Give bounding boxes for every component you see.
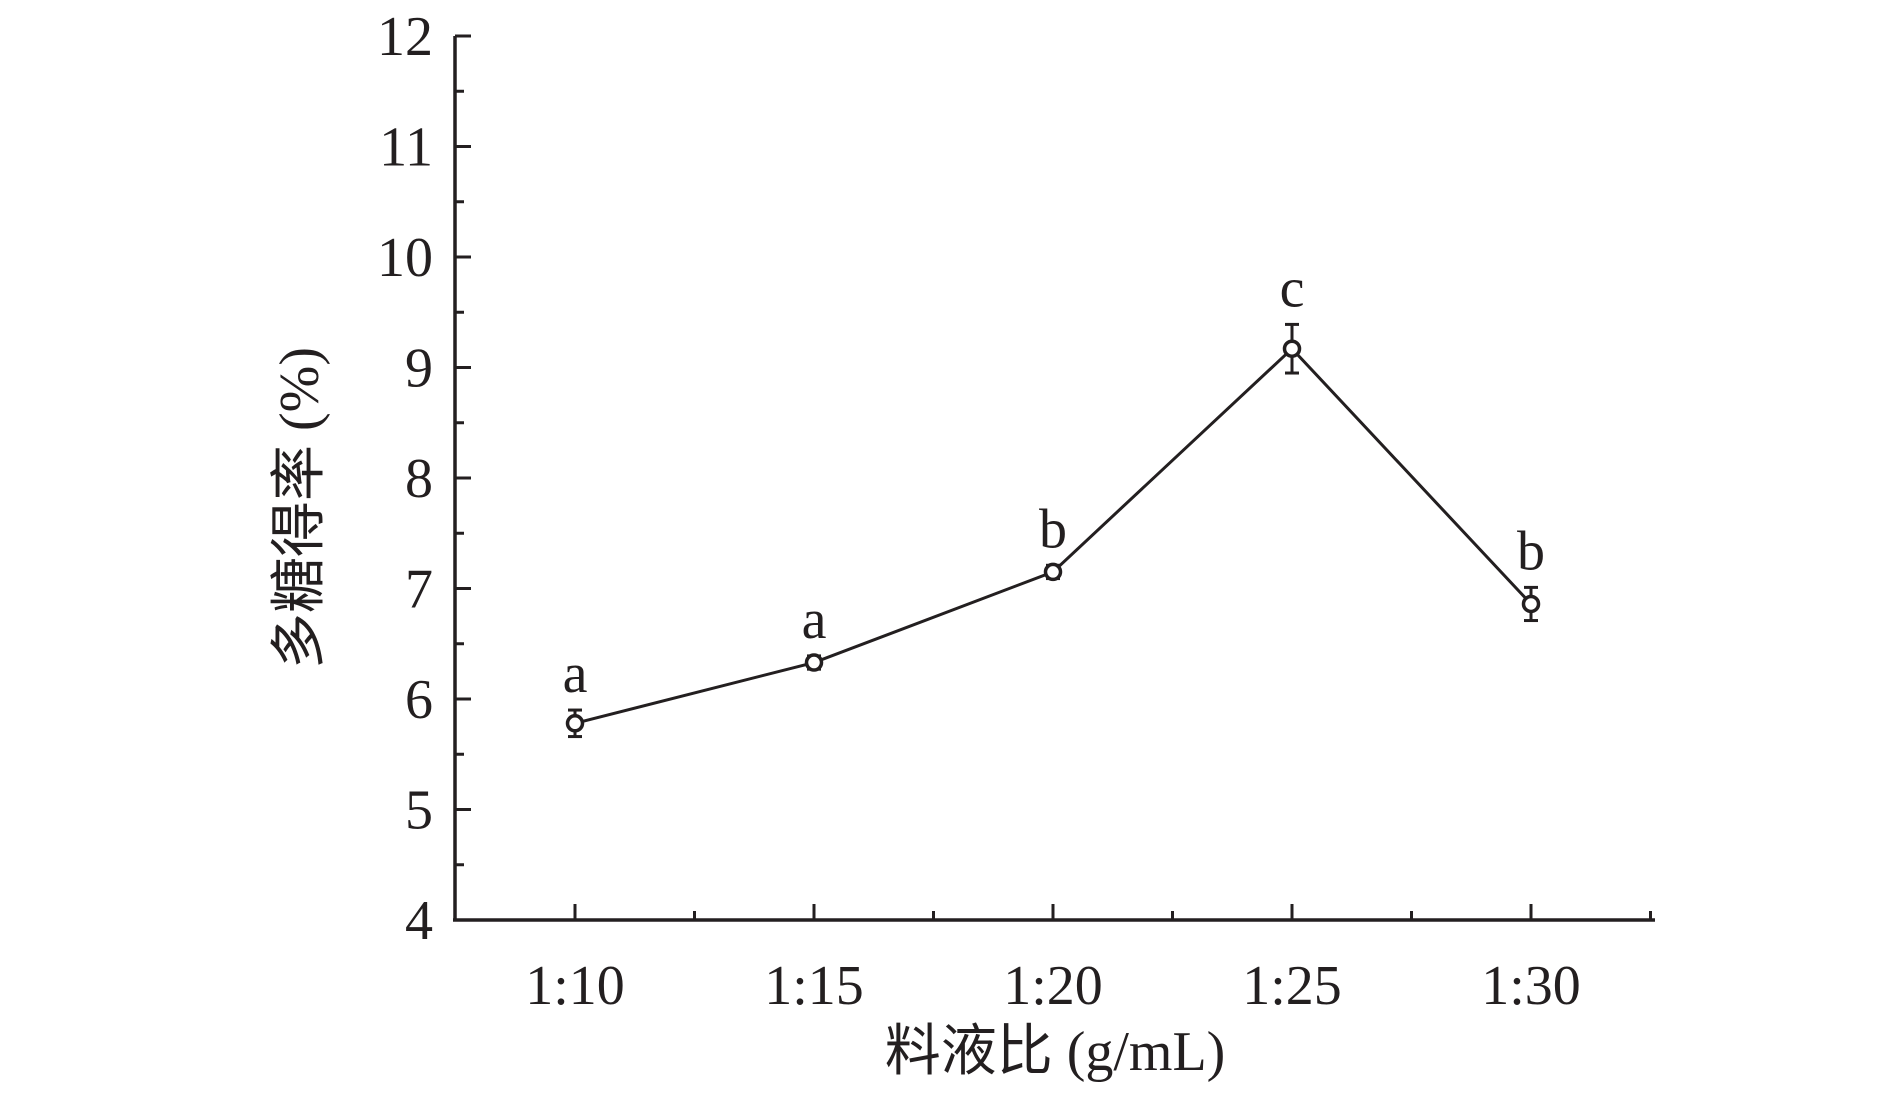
data-point: [1282, 339, 1302, 358]
axes: [453, 36, 1655, 922]
y-tick-label: 4: [405, 890, 433, 952]
significance-label: c: [1280, 257, 1305, 319]
x-tick-label: 1:10: [525, 955, 625, 1017]
x-tick-label: 1:25: [1242, 955, 1342, 1017]
y-axis-ticks: 4 5 6 7 8 9 10 11 12: [377, 6, 471, 952]
data-point: [804, 653, 824, 672]
x-axis-ticks: 1:10 1:15 1:20 1:25 1:30: [525, 904, 1652, 1017]
significance-label: a: [563, 643, 588, 705]
y-tick-label: 5: [405, 780, 433, 842]
y-tick-label: 11: [379, 117, 433, 179]
data-series: a a b c b: [563, 257, 1545, 739]
x-tick-label: 1:20: [1003, 955, 1103, 1017]
y-tick-label: 12: [377, 6, 433, 68]
significance-label: b: [1517, 520, 1545, 582]
x-axis-title: 料液比 (g/mL): [885, 1021, 1226, 1083]
y-tick-label: 8: [405, 448, 433, 510]
y-tick-label: 7: [405, 559, 433, 621]
y-tick-label: 10: [377, 227, 433, 289]
significance-label: b: [1039, 498, 1067, 560]
data-point: [565, 714, 585, 733]
data-point: [1043, 562, 1063, 582]
data-point: [1521, 594, 1541, 614]
significance-label: a: [802, 589, 827, 651]
y-tick-label: 6: [405, 669, 433, 731]
x-tick-label: 1:15: [764, 955, 864, 1017]
x-tick-label: 1:30: [1481, 955, 1581, 1017]
y-tick-label: 9: [405, 338, 433, 400]
y-axis-title: 多糖得率 (%): [269, 347, 331, 669]
